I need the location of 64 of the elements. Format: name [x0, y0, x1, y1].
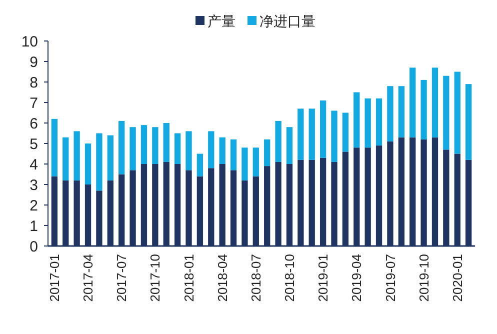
y-tick-label: 7	[30, 94, 38, 112]
bar	[264, 139, 270, 166]
bar	[230, 139, 237, 170]
y-tick-label: 5	[30, 136, 38, 153]
y-tick-label: 3	[30, 176, 38, 194]
bar	[62, 137, 69, 180]
bar	[219, 137, 226, 164]
x-tick-label: 2017-10	[148, 254, 163, 302]
y-tick-label: 6	[30, 115, 38, 132]
x-tick-label: 2017-01	[46, 254, 62, 302]
y-tick-label: 9	[30, 54, 38, 71]
bar	[331, 110, 338, 162]
x-tick-label: 2019-04	[349, 254, 364, 302]
y-tick-label: 10	[21, 33, 38, 50]
bar	[186, 131, 192, 170]
y-tick-label: 1	[30, 218, 38, 235]
bar	[208, 131, 214, 168]
x-tick-label: 2018-07	[248, 254, 264, 302]
bar	[96, 133, 102, 191]
bar	[465, 84, 472, 160]
bar	[130, 127, 136, 170]
legend-label: 产量	[208, 12, 236, 29]
y-tick-label: 0	[30, 238, 38, 256]
bar	[398, 86, 404, 138]
x-tick-label: 2017-07	[114, 254, 130, 302]
bar	[308, 108, 315, 160]
bar	[252, 148, 259, 176]
bar	[376, 98, 382, 146]
x-tick-label: 2019-07	[382, 254, 398, 302]
bar	[364, 98, 371, 148]
bar	[118, 120, 125, 174]
x-tick-label: 2020-01	[450, 254, 465, 302]
bar	[298, 108, 304, 160]
x-tick-label: 2018-04	[214, 254, 230, 302]
bar	[107, 135, 114, 180]
bar	[152, 127, 158, 164]
x-tick-label: 2019-10	[416, 254, 432, 302]
bar	[454, 72, 460, 154]
bar	[140, 125, 148, 164]
bar	[74, 131, 80, 180]
bar	[432, 68, 438, 138]
y-tick-label: 2	[30, 197, 38, 214]
x-tick-label: 2018-10	[282, 254, 298, 302]
bar	[410, 68, 416, 138]
y-tick-label: 4	[30, 156, 38, 174]
bar	[163, 123, 170, 162]
bar	[443, 76, 450, 150]
legend-label: 净进口量	[260, 12, 316, 29]
x-tick-label: 2018-01	[181, 254, 196, 302]
bar	[354, 92, 360, 148]
bar	[342, 112, 349, 152]
x-tick-label: 2019-01	[316, 254, 331, 302]
bar	[387, 86, 394, 142]
bar	[420, 80, 427, 140]
bar	[242, 148, 248, 180]
bar	[51, 118, 58, 176]
bar	[84, 144, 92, 184]
bar	[196, 154, 204, 176]
x-tick-label: 2017-04	[80, 254, 96, 302]
bar	[286, 127, 293, 164]
bar	[174, 133, 181, 164]
y-tick-label: 8	[30, 74, 38, 92]
bar	[320, 100, 326, 158]
bar	[275, 120, 282, 162]
